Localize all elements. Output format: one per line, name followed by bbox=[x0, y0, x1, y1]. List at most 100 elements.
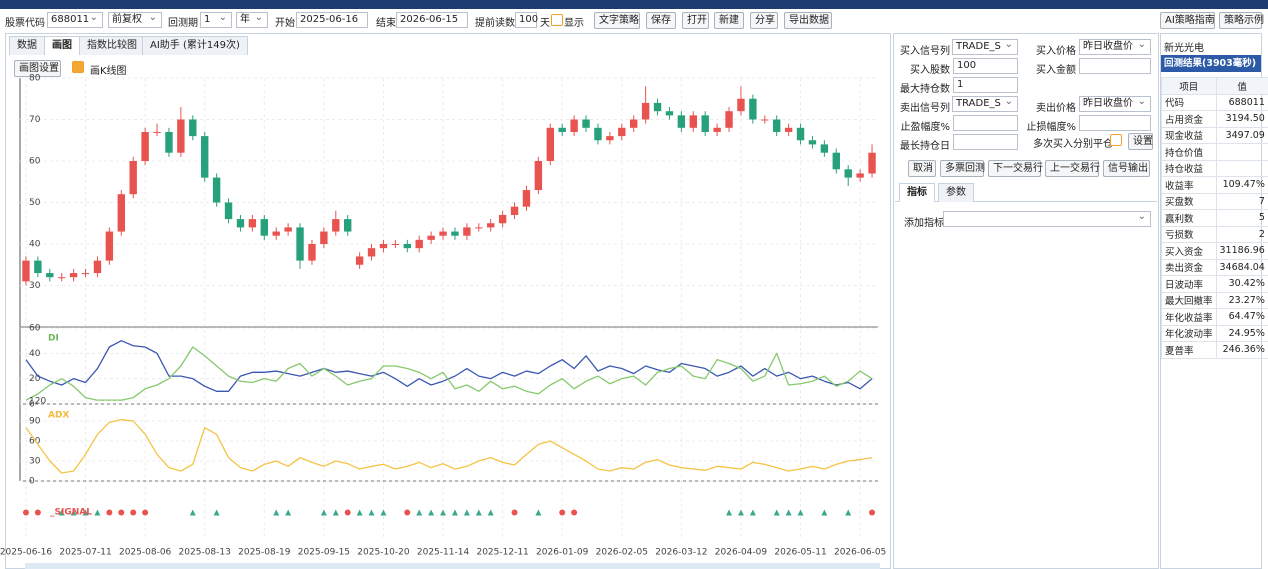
cell: 3497.09 bbox=[1215, 126, 1268, 144]
top-bar bbox=[0, 0, 1268, 9]
label: 卖出信号列 bbox=[900, 103, 950, 114]
input[interactable]: 1 bbox=[953, 77, 1018, 93]
button[interactable]: 策略示例 bbox=[1219, 12, 1264, 29]
cell: 持仓收益 bbox=[1161, 159, 1217, 177]
candle-body bbox=[201, 136, 209, 178]
candle-body bbox=[606, 136, 614, 141]
buy-signal bbox=[320, 509, 327, 516]
select[interactable]: 昨日收盘价 bbox=[1079, 95, 1151, 112]
candle-body bbox=[689, 115, 697, 128]
checkbox[interactable] bbox=[551, 14, 563, 26]
label: 最长持仓日 bbox=[900, 141, 950, 152]
button[interactable]: 画图设置 bbox=[14, 60, 61, 77]
button[interactable]: 多票回测 bbox=[940, 160, 985, 177]
tab[interactable]: 参数 bbox=[938, 183, 974, 202]
sell-signal bbox=[404, 509, 411, 516]
button[interactable]: 信号输出 bbox=[1103, 160, 1150, 177]
button[interactable]: 导出数据 bbox=[784, 12, 832, 29]
sell-signal bbox=[142, 509, 149, 516]
select[interactable]: TRADE_S bbox=[952, 38, 1018, 55]
candle-body bbox=[582, 119, 590, 128]
candle-body bbox=[439, 231, 447, 236]
row: 日波动率 30.42% bbox=[1161, 275, 1268, 293]
button[interactable]: AI策略指南 bbox=[1160, 12, 1215, 29]
period[interactable]: 1 bbox=[200, 11, 232, 28]
label: 多次买入分别平仓 bbox=[1033, 139, 1113, 150]
buy-signal bbox=[428, 509, 435, 516]
end-date[interactable]: 2026-06-15 bbox=[396, 12, 468, 28]
x-tick-label: 2025-08-19 bbox=[238, 548, 291, 558]
y-tick-label: 0 bbox=[29, 477, 35, 487]
candle-body bbox=[177, 119, 185, 153]
label: 卖出价格 bbox=[1036, 103, 1076, 114]
input[interactable] bbox=[953, 115, 1018, 131]
candle-body bbox=[284, 227, 292, 232]
button[interactable]: 分享 bbox=[750, 12, 778, 29]
candle-body bbox=[344, 219, 352, 232]
select[interactable]: TRADE_S bbox=[952, 95, 1018, 112]
input[interactable] bbox=[1079, 115, 1151, 131]
button[interactable]: 文字策略 bbox=[594, 12, 640, 29]
button[interactable]: 保存 bbox=[646, 12, 676, 29]
period-unit[interactable]: 年 bbox=[236, 11, 268, 28]
button[interactable]: 上一交易行 bbox=[1045, 160, 1100, 177]
tab[interactable]: 指标 bbox=[899, 183, 935, 202]
label: 买入价格 bbox=[1036, 46, 1076, 57]
button[interactable]: 打开 bbox=[682, 12, 709, 29]
candle-body bbox=[451, 231, 459, 236]
button[interactable]: 取消 bbox=[908, 160, 936, 177]
candle-body bbox=[761, 119, 769, 121]
candle-body bbox=[570, 119, 578, 132]
candle-body bbox=[403, 244, 411, 249]
candle-body bbox=[272, 231, 280, 236]
cell: 23.27% bbox=[1215, 291, 1268, 309]
x-tick-label: 2026-01-09 bbox=[536, 548, 589, 558]
label: 画K线图 bbox=[90, 66, 127, 77]
stock-code[interactable]: 688011 bbox=[47, 11, 103, 28]
label: 添加指标 bbox=[904, 218, 944, 229]
checkbox[interactable] bbox=[72, 61, 84, 73]
checkbox[interactable] bbox=[1110, 134, 1122, 146]
start-date[interactable]: 2025-06-16 bbox=[296, 12, 368, 28]
x-tick-label: 2026-04-09 bbox=[715, 548, 768, 558]
button[interactable]: 下一交易行 bbox=[988, 160, 1043, 177]
cell: 最大回撤率 bbox=[1161, 291, 1217, 309]
select[interactable]: 昨日收盘价 bbox=[1079, 38, 1151, 55]
cell: 31186.96 bbox=[1215, 242, 1268, 260]
buy-signal bbox=[285, 509, 292, 516]
row: 买入资金 31186.96 bbox=[1161, 242, 1268, 260]
label: 最大持仓数 bbox=[900, 84, 950, 95]
cell: 7 bbox=[1215, 192, 1268, 210]
scrollbar[interactable] bbox=[25, 563, 880, 569]
row: 现金收益 3497.09 bbox=[1161, 126, 1268, 144]
tab[interactable]: AI助手 (累计149次) bbox=[142, 36, 248, 55]
cell: 买入资金 bbox=[1161, 242, 1217, 260]
buy-signal bbox=[213, 509, 220, 516]
select[interactable] bbox=[943, 210, 1151, 227]
sell-signal bbox=[511, 509, 518, 516]
buy-signal bbox=[380, 509, 387, 516]
cell: 亏损数 bbox=[1161, 225, 1217, 243]
input[interactable]: 100 bbox=[953, 58, 1018, 74]
row: 年化波动率 24.95% bbox=[1161, 324, 1268, 342]
button[interactable]: 新建 bbox=[714, 12, 744, 29]
candle-body bbox=[105, 231, 114, 261]
candle-body bbox=[260, 219, 268, 236]
preload[interactable]: 100 bbox=[515, 12, 538, 28]
candle-body bbox=[808, 140, 817, 145]
adjust-select[interactable]: 前复权 bbox=[108, 11, 162, 28]
button[interactable]: 设置 bbox=[1128, 133, 1153, 150]
candle-body bbox=[141, 131, 149, 161]
buy-signal bbox=[797, 509, 804, 516]
input[interactable] bbox=[953, 134, 1018, 150]
input[interactable] bbox=[1079, 58, 1151, 74]
sell-signal bbox=[571, 509, 578, 516]
candle-body bbox=[296, 227, 304, 261]
candle-body bbox=[487, 223, 495, 228]
y-tick-label: 40 bbox=[29, 240, 41, 250]
sell-signal bbox=[869, 509, 876, 516]
chart: 2025-06-16 2025-07-11 2025-08-06 2025-08-13… bbox=[0, 74, 886, 558]
label: 回测期 bbox=[168, 18, 198, 29]
x-tick-label: 2026-03-12 bbox=[655, 548, 707, 558]
